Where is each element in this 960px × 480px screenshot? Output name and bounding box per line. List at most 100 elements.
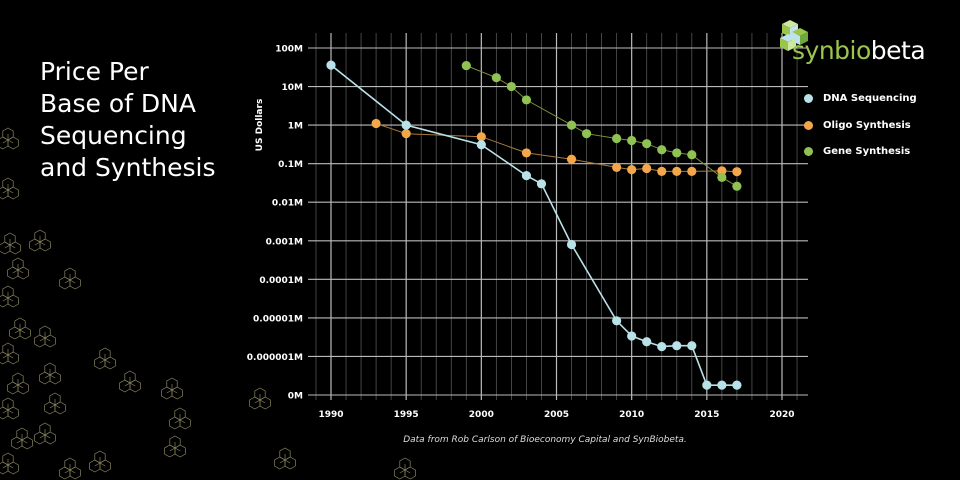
y-tick-label: 0.01M [272,199,303,209]
y-tick-label: 0.1M [278,160,303,170]
cube-cluster-icon [7,257,29,280]
data-point [566,154,577,164]
source-note: Data from Rob Carlson of Bioeconomy Capi… [403,435,687,445]
data-point [521,171,532,181]
data-point [732,380,742,390]
data-point [717,380,727,390]
data-point [627,165,637,175]
data-point [612,162,622,173]
data-point [627,135,637,146]
data-point [657,166,667,177]
y-tick-label: 0.001M [266,237,303,247]
data-point [491,73,501,83]
cube-cluster-icon [94,347,116,370]
legend-dot [804,94,813,103]
data-point [566,239,577,250]
cube-cluster-icon [0,397,19,420]
cube-cluster-icon [164,435,186,458]
x-tick-label: 1990 [318,410,343,420]
y-axis: 100M 10M 1M 0.1M 0.01M 0.001M 0.0001M 0.00001M 0… [247,45,303,402]
data-point [506,81,516,92]
data-point [536,179,547,189]
cube-cluster-icon [44,392,66,415]
y-tick-label: 0.0001M [259,276,303,286]
cube-cluster-icon [0,452,19,475]
y-tick-label: 0.000001M [247,353,303,363]
data-point [702,380,712,390]
legend-dot [804,121,813,130]
cube-cluster-icon [89,450,111,473]
data-point [687,150,697,160]
synbiobeta-logo-icon [780,20,808,51]
y-axis-label: US Dollars [255,99,265,152]
grid [308,33,808,400]
cube-cluster-icon [0,177,19,200]
y-tick-label: 0M [288,392,303,402]
y-tick-label: 10M [282,83,304,93]
data-point [672,148,682,158]
data-point [642,337,652,347]
cube-cluster-icon [39,362,61,385]
data-point [732,181,742,191]
data-point [401,129,411,139]
cube-cluster-icon [161,377,183,400]
legend-dot [804,147,813,156]
x-axis: 1990 1995 2000 2005 2010 2015 2020 [318,410,794,420]
synbiobeta-logo: synbiobeta [792,36,926,65]
x-tick-label: 2020 [769,410,794,420]
y-tick-label: 0.00001M [253,314,303,324]
cube-cluster-icon [169,407,191,430]
cube-cluster-icon [274,447,296,470]
series-dna-sequencing [326,60,742,390]
data-point [642,139,652,149]
data-point [717,166,727,176]
x-tick-label: 2000 [469,410,494,420]
data-point [717,172,727,183]
legend-item-gene-synthesis: Gene Synthesis [804,146,910,157]
data-point [657,342,667,352]
data-point [612,316,622,326]
data-point [521,148,532,158]
series-gene-synthesis [461,60,742,191]
cube-cluster-icon [0,127,19,150]
y-tick-label: 100M [275,45,303,55]
data-point [687,341,697,351]
data-point [732,167,742,177]
cube-cluster-icon [29,229,51,252]
data-point [461,60,471,71]
cube-cluster-icon [34,325,56,348]
data-point [687,166,697,177]
legend-item-dna-sequencing: DNA Sequencing [804,93,917,104]
cube-cluster-icon [34,422,56,445]
cube-cluster-icon [59,457,81,480]
cube-cluster-icon [11,427,33,450]
series-oligo-synthesis [371,118,742,177]
series-line [330,64,737,387]
x-tick-label: 2010 [619,410,644,420]
data-point [657,145,667,155]
page-title: Price Per Base of DNA Sequencing and Syn… [40,57,216,182]
data-point [642,163,652,174]
data-point [672,341,682,351]
cube-cluster-icon [0,342,19,365]
data-point [326,60,336,70]
cube-cluster-icon [0,285,19,308]
data-point [672,166,682,177]
legend-item-oligo-synthesis: Oligo Synthesis [804,120,911,131]
data-point [566,120,577,130]
data-point [521,95,532,105]
cube-cluster-icon [9,317,31,340]
cube-cluster-icon [59,267,81,290]
data-point [476,132,486,142]
decorative-cube-pattern [0,127,416,480]
data-point [612,133,622,144]
x-tick-label: 2005 [544,410,569,420]
series [326,60,742,390]
y-tick-label: 1M [288,122,303,132]
cube-cluster-icon [119,370,141,393]
data-point [401,120,411,130]
data-point [476,140,486,150]
cube-cluster-icon [249,387,271,410]
data-point [371,118,381,129]
